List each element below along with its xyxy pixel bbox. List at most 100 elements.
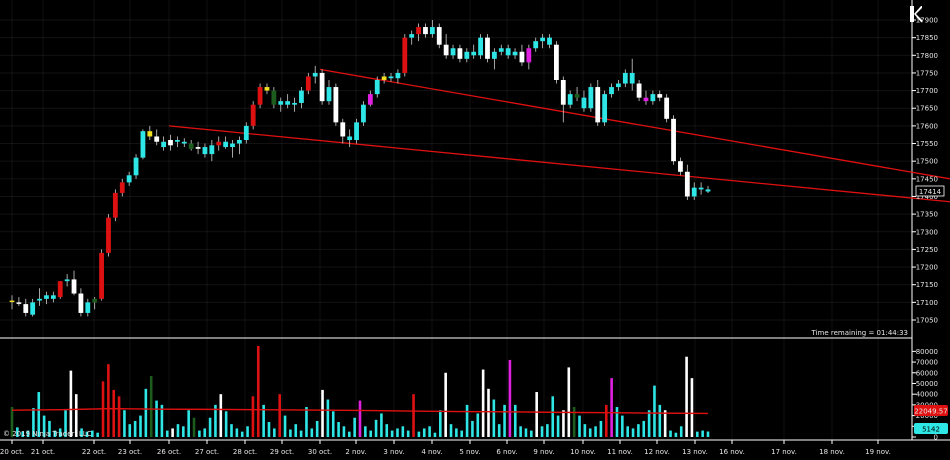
candle	[602, 90, 608, 126]
candle-body	[581, 97, 587, 109]
candle	[278, 97, 284, 112]
volume-bar	[578, 415, 581, 437]
candle-body	[78, 293, 84, 313]
candle-body	[64, 279, 70, 282]
volume-bar	[160, 404, 164, 437]
candle	[595, 80, 601, 126]
candle-body	[491, 51, 497, 59]
volume-bar	[230, 424, 233, 437]
candle-body	[629, 72, 635, 84]
volume-bar	[353, 417, 356, 437]
candle	[678, 157, 683, 176]
time-tick-label: 13 nov.	[682, 448, 708, 456]
candle	[416, 23, 421, 42]
volume-bar	[53, 430, 57, 437]
candle-body	[340, 122, 346, 137]
candle	[174, 136, 180, 148]
volume-bar	[380, 413, 383, 437]
candle	[230, 140, 235, 158]
candle-body	[602, 94, 608, 123]
volume-bar	[42, 415, 46, 437]
price-tick-label: 17150	[916, 281, 938, 289]
candle	[691, 182, 697, 200]
last-price-marker: 17414	[915, 185, 945, 197]
volume-bar	[326, 399, 330, 437]
volume-bar	[417, 431, 421, 437]
volume-bar	[562, 410, 565, 437]
volume-bar	[503, 404, 506, 437]
candle-body	[71, 279, 77, 294]
candle	[684, 164, 690, 200]
candle-body	[367, 94, 373, 105]
candle-body	[609, 87, 614, 95]
candle-body	[519, 51, 525, 63]
candle	[402, 34, 408, 77]
candle	[553, 41, 559, 84]
candle-body	[119, 182, 125, 193]
candle-body	[223, 141, 229, 148]
candle-body	[23, 304, 29, 313]
candle-body	[347, 136, 353, 140]
volume-bar	[91, 430, 94, 437]
price-tick-label: 17900	[916, 17, 938, 25]
volume-bar	[604, 404, 608, 437]
candle	[409, 30, 415, 45]
volume-bar	[497, 424, 501, 437]
candle	[636, 80, 642, 102]
candle	[30, 298, 36, 317]
price-grid	[0, 0, 912, 440]
candle	[168, 134, 173, 151]
candle	[292, 97, 297, 112]
volume-bar	[631, 428, 635, 437]
candle-body	[264, 87, 270, 91]
candle-body	[622, 72, 628, 84]
volume-bar	[369, 430, 373, 437]
volume-bar	[74, 394, 78, 437]
volume-bar	[128, 424, 132, 437]
volume-bar	[10, 407, 14, 437]
volume-bar	[572, 407, 576, 437]
volume-bar	[358, 400, 362, 437]
volume-bar	[117, 396, 121, 437]
time-tick-label: 12 nov.	[644, 448, 670, 456]
candle-body	[464, 51, 470, 59]
trendlines	[168, 68, 950, 203]
time-tick-label: 30 oct.	[308, 448, 332, 456]
volume-bar	[701, 430, 704, 437]
candle	[395, 69, 401, 84]
volume-bar	[626, 426, 629, 437]
candle-body	[312, 72, 318, 77]
volume-bar	[455, 428, 458, 437]
volume-bar	[487, 388, 490, 437]
trendline	[168, 125, 950, 203]
candle-body	[505, 48, 511, 56]
avg-volume-label: 22049.57	[914, 408, 947, 416]
candle	[512, 48, 518, 59]
candle-body	[671, 118, 676, 162]
candle	[381, 72, 387, 84]
price-tick-label: 17250	[916, 246, 938, 254]
candle-body	[409, 34, 415, 38]
candle	[257, 83, 263, 109]
candle-body	[154, 136, 160, 142]
candle-body	[30, 302, 36, 315]
price-tick-label: 17450	[916, 175, 938, 183]
volume-bar	[203, 428, 207, 437]
volume-bar	[256, 346, 260, 437]
candle-body	[381, 76, 387, 80]
volume-average-line	[11, 407, 709, 415]
candle	[305, 72, 311, 95]
volume-bar	[401, 426, 405, 437]
candle-body	[202, 147, 208, 155]
volume-bar	[481, 369, 485, 437]
candle	[464, 48, 470, 63]
candle	[147, 125, 153, 140]
candle-body	[643, 97, 649, 102]
candle-body	[450, 48, 456, 56]
volume-bar	[621, 415, 624, 437]
copyright-text: © 2019 Ninja Trader, LLC	[3, 430, 92, 438]
volume-bar	[123, 410, 126, 437]
time-tick-label: 18 nov.	[819, 448, 845, 456]
volume-bar	[64, 410, 67, 437]
volume-bar	[449, 424, 453, 437]
